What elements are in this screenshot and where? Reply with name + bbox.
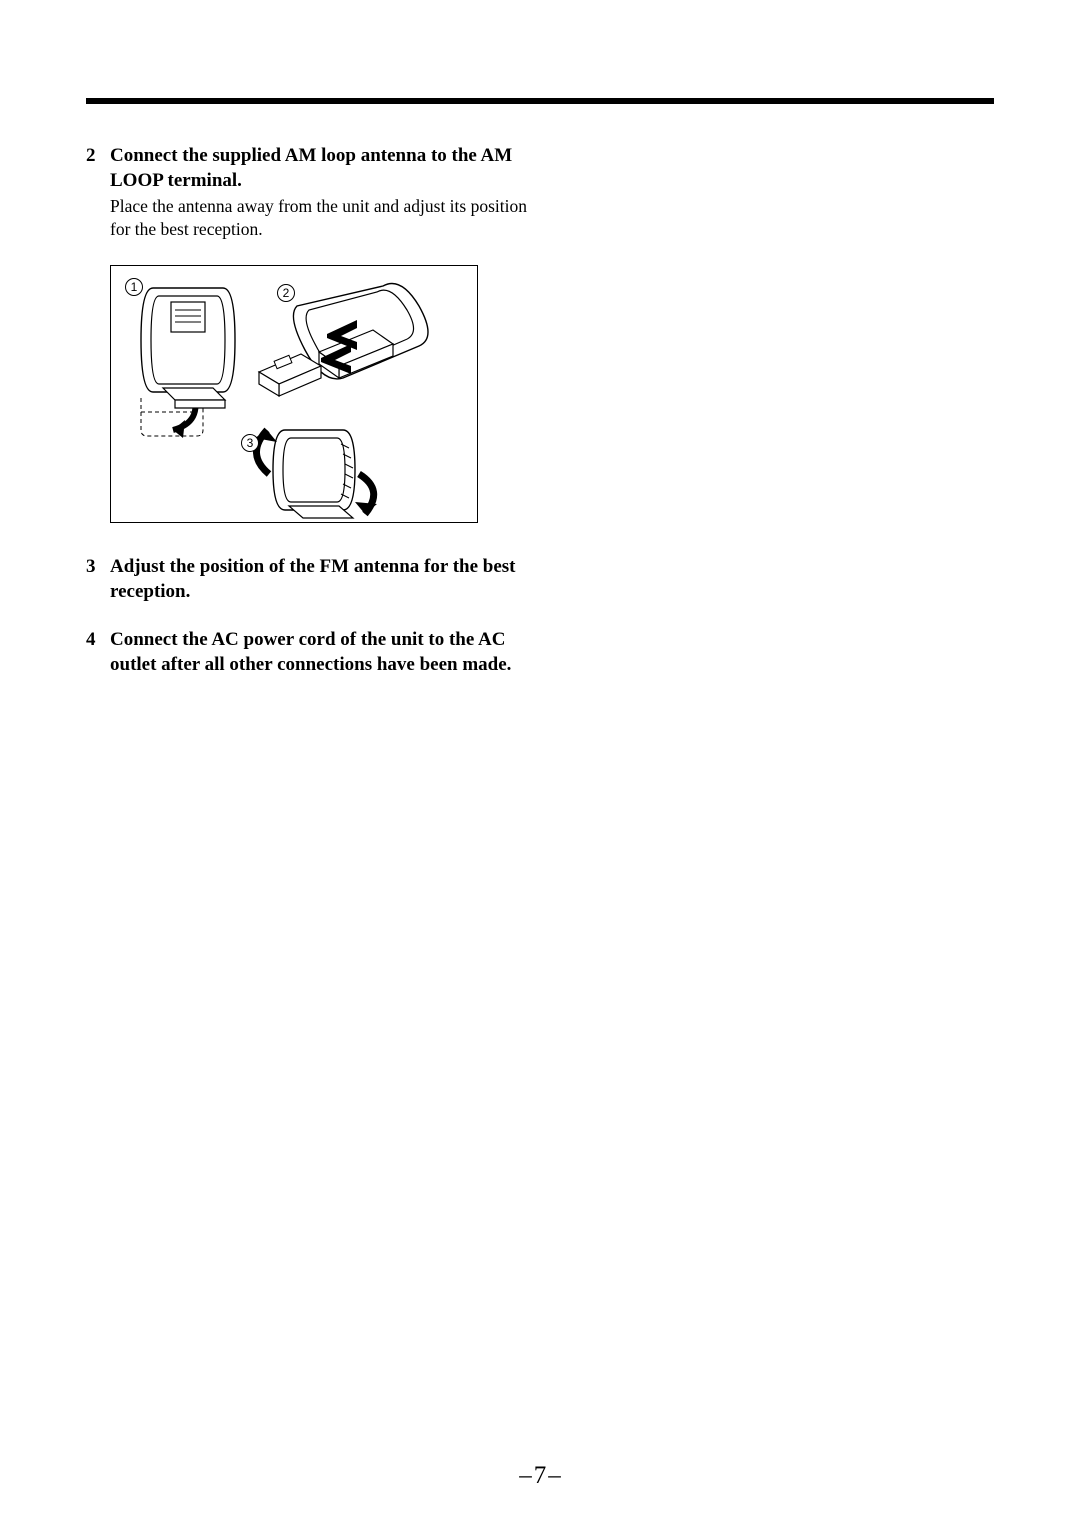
step-body: Connect the AC power cord of the unit to… (110, 628, 536, 677)
antenna-upright-icon (141, 288, 235, 438)
top-rule (86, 98, 994, 104)
manual-page: 2 Connect the supplied AM loop antenna t… (0, 0, 1080, 1528)
step-number: 2 (86, 144, 110, 241)
step-body: Connect the supplied AM loop antenna to … (110, 144, 536, 241)
callout-3: 3 (241, 434, 259, 452)
step-title: Adjust the position of the FM antenna fo… (110, 555, 536, 604)
step-4: 4 Connect the AC power cord of the unit … (86, 628, 536, 677)
step-3: 3 Adjust the position of the FM antenna … (86, 555, 536, 604)
dash-icon: – (548, 1462, 561, 1489)
callout-2: 2 (277, 284, 295, 302)
step-number: 3 (86, 555, 110, 604)
antenna-diagram-svg (111, 266, 479, 524)
page-number: –7– (0, 1462, 1080, 1490)
dash-icon: – (519, 1462, 532, 1489)
step-title: Connect the supplied AM loop antenna to … (110, 144, 536, 193)
antenna-rotate-icon (255, 430, 377, 518)
step-number: 4 (86, 628, 110, 677)
step-description: Place the antenna away from the unit and… (110, 195, 536, 241)
step-2: 2 Connect the supplied AM loop antenna t… (86, 144, 536, 241)
page-number-value: 7 (534, 1462, 547, 1489)
left-column: 2 Connect the supplied AM loop antenna t… (86, 98, 536, 678)
step-body: Adjust the position of the FM antenna fo… (110, 555, 536, 604)
step-title: Connect the AC power cord of the unit to… (110, 628, 536, 677)
callout-1: 1 (125, 278, 143, 296)
antenna-figure: 1 2 3 (110, 265, 478, 523)
